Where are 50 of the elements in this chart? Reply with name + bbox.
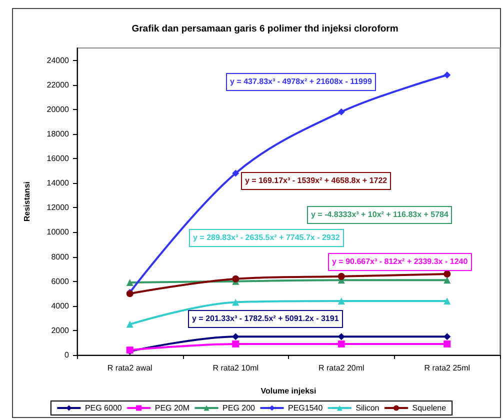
point xyxy=(232,275,240,282)
point xyxy=(126,279,134,286)
y-tick-label: 2000 xyxy=(51,326,70,335)
point xyxy=(232,298,240,306)
y-tick-label: 24000 xyxy=(46,56,70,65)
y-tick-label: 16000 xyxy=(46,154,70,164)
legend-label: PEG1540 xyxy=(288,404,324,412)
x-axis-title: Volume injeksi xyxy=(260,386,316,396)
point xyxy=(232,170,240,177)
annotation: y = 289.83x³ - 2635.5x² + 7745.7x - 2932 xyxy=(189,229,344,247)
y-tick-label: 8000 xyxy=(51,252,70,262)
y-tick-label: 4000 xyxy=(51,301,70,310)
y-axis-title: Resistansi xyxy=(22,181,32,222)
y-tick-label: 0 xyxy=(64,350,70,360)
point xyxy=(338,340,345,348)
annotation: y = 201.33x³ - 1782.5x² + 5091.2x - 3191 xyxy=(188,310,343,328)
point xyxy=(232,333,240,340)
y-tick-label: 20000 xyxy=(46,104,70,114)
y-tick-label: 6000 xyxy=(51,276,70,286)
annotation: y = -4.8333x³ + 10x² + 116.83x + 5784 xyxy=(307,206,452,224)
x-tick-label: R rata2 10ml xyxy=(212,364,259,372)
x-tick-label: R rata2 20ml xyxy=(318,364,364,372)
y-tick-label: 18000 xyxy=(46,129,70,138)
point xyxy=(338,297,345,304)
point xyxy=(444,340,451,348)
x-tick-label: R rata2 awal xyxy=(107,364,153,372)
legend-label: PEG 6000 xyxy=(84,404,122,412)
legend-label: Silicon xyxy=(356,404,380,412)
annotation: y = 90.667x³ - 812x² + 2339.3x - 1240 xyxy=(328,253,472,271)
point xyxy=(126,320,134,328)
point xyxy=(444,276,451,284)
point xyxy=(444,72,451,79)
point xyxy=(338,108,345,116)
y-tick-label: 22000 xyxy=(46,80,70,90)
legend-label: PEG 20M xyxy=(154,404,190,412)
y-tick-label: 14000 xyxy=(46,178,70,188)
point xyxy=(444,270,451,278)
legend-label: PEG 200 xyxy=(222,404,256,412)
annotation: y = 169.17x³ - 1539x² + 4658.8x + 1722 xyxy=(241,172,392,190)
point xyxy=(338,333,345,340)
point xyxy=(444,333,451,340)
annotation: y = 437.83x³ - 4978x² + 21608x - 11999 xyxy=(226,73,376,91)
y-tick-label: 12000 xyxy=(46,203,70,212)
chart-title: Grafik dan persamaan garis 6 polimer thd injeksi cloroform xyxy=(132,24,398,34)
legend-label: Squelene xyxy=(412,404,447,412)
y-tick-label: 10000 xyxy=(46,228,70,237)
point xyxy=(338,272,345,280)
point xyxy=(444,297,451,304)
point xyxy=(232,340,240,348)
x-tick-label: R rata2 25ml xyxy=(424,364,470,372)
